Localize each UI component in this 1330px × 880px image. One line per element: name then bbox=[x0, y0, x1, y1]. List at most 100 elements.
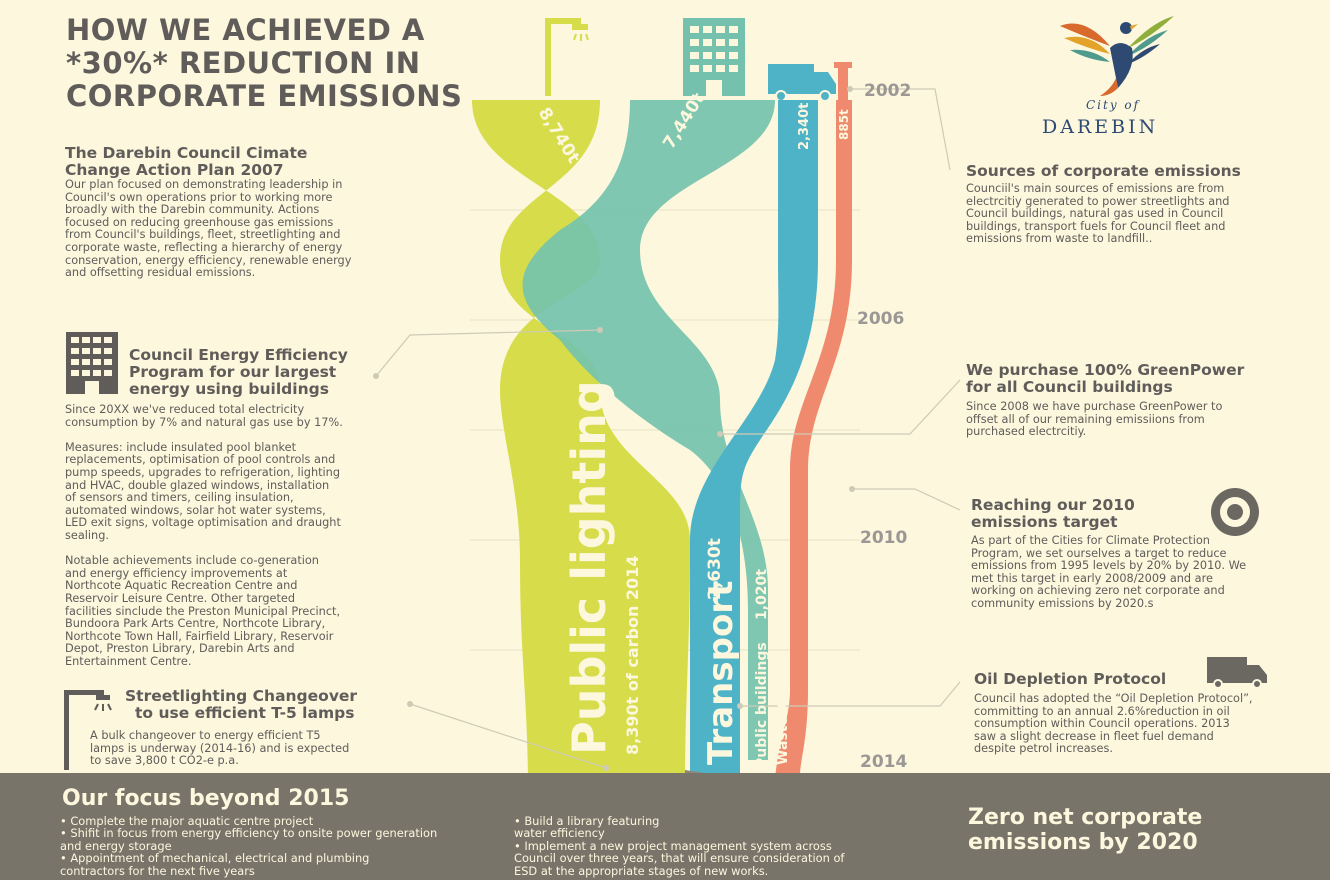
text-line: Our plan focused on demonstrating leader… bbox=[65, 178, 343, 191]
label-transport-start: 2,340t bbox=[797, 103, 812, 150]
footer-col-2: • Build a library featuring water efficie… bbox=[514, 815, 914, 877]
text-line: and offsetting residual emissions. bbox=[65, 266, 256, 280]
text-line: Counciil's main sources of emissions are… bbox=[966, 182, 1225, 195]
text-line: met this target in early 2008/2009 and a… bbox=[971, 571, 1213, 585]
text-line: contractors for the next five years bbox=[60, 863, 255, 878]
label-buildings-end: 1,020t bbox=[754, 569, 770, 620]
text-line: Program, we set ourselves a target to re… bbox=[971, 546, 1227, 560]
text-line: offset all of our remaining emissiions f… bbox=[966, 412, 1205, 426]
flow-waste bbox=[775, 100, 960, 806]
text-line: Reservoir Leisure Centre. Other targeted bbox=[65, 591, 296, 605]
text-line: electrcitiy generated to power streetlig… bbox=[966, 194, 1230, 208]
action-plan-heading-2: Change Action Plan 2007 bbox=[65, 161, 284, 179]
text-line: As part of the Cities for Climate Protec… bbox=[971, 534, 1210, 547]
top-bar bbox=[468, 96, 840, 102]
annotation-dots bbox=[373, 86, 855, 771]
year-2010: 2010 bbox=[860, 528, 907, 548]
truck-icon-right bbox=[1207, 655, 1271, 689]
text-line: A bulk changeover to energy efficient T5 bbox=[90, 729, 321, 742]
target-icon bbox=[1210, 487, 1260, 537]
text-line: from Council's buildings, fleet, streetl… bbox=[65, 228, 341, 242]
darebin-logo: City of DAREBIN bbox=[1040, 8, 1190, 138]
text-line: focused on reducing greenhouse gas emiss… bbox=[65, 215, 334, 229]
footer-bar bbox=[0, 773, 1330, 880]
energy-program-heading-2: Program for our largest bbox=[129, 363, 337, 381]
text-line: facilities sinclude the Preston Municipa… bbox=[65, 604, 341, 618]
section-energy-program-body: Since 20XX we've reduced total electrici… bbox=[65, 403, 395, 668]
text-line: sealing. bbox=[65, 528, 109, 542]
section-streetlighting-body: A bulk changeover to energy efficient T5… bbox=[90, 729, 390, 768]
flow-public-buildings bbox=[522, 100, 775, 760]
label-waste: Waste bbox=[775, 716, 791, 765]
year-2006: 2006 bbox=[857, 309, 904, 329]
footer-heading: Our focus beyond 2015 bbox=[62, 786, 350, 811]
year-2002: 2002 bbox=[864, 81, 911, 101]
annotation-connectors bbox=[375, 88, 961, 769]
text-line bbox=[65, 429, 395, 442]
logo-name: DAREBIN bbox=[1042, 116, 1159, 138]
text-line: saw a slight decrease in fleet fuel dema… bbox=[974, 729, 1214, 743]
text-line: and energy storage bbox=[60, 838, 172, 853]
streetlight-icon bbox=[545, 18, 589, 96]
greenpower-heading-1: We purchase 100% GreenPower bbox=[966, 361, 1245, 379]
energy-program-body: Since 20XX we've reduced total electrici… bbox=[65, 403, 395, 668]
label-transport: Transport bbox=[701, 581, 741, 765]
text-line: Since 2008 we have purchase GreenPower t… bbox=[966, 400, 1223, 413]
text-line: Northcote Aquatic Recreation Centre and bbox=[65, 579, 298, 593]
section-sources: Sources of corporate emissions Counciil'… bbox=[966, 163, 1296, 246]
title-line-3: CORPORATE EMISSIONS bbox=[66, 79, 463, 113]
text-line: emissions from 1995 levels by 20% by 201… bbox=[971, 559, 1247, 573]
label-waste-start: 885t bbox=[837, 109, 851, 140]
truck-icon bbox=[768, 64, 836, 102]
action-plan-heading-1: The Darebin Council Cimate bbox=[65, 144, 308, 162]
text-line: automated windows, solar hot water syste… bbox=[65, 503, 326, 517]
section-streetlighting-heading: Streetlighting Changeover to use efficie… bbox=[125, 688, 385, 722]
action-plan-body: Our plan focused on demonstrating leader… bbox=[65, 178, 405, 280]
text-line: committing to an annual 2.6%reduction in… bbox=[974, 704, 1230, 718]
oil-heading: Oil Depletion Protocol bbox=[974, 670, 1167, 688]
text-line: emissions from waste to landfill.. bbox=[966, 232, 1153, 246]
text-line: community emissions by 2020.s bbox=[971, 596, 1154, 610]
text-line: conservation, energy efficiency, renewab… bbox=[65, 253, 352, 267]
streetlighting-body: A bulk changeover to energy efficient T5… bbox=[90, 729, 390, 768]
streetlighting-heading-2: to use efficient T-5 lamps bbox=[135, 704, 355, 722]
energy-program-heading-3: energy using buildings bbox=[129, 380, 329, 398]
footer-col-1: • Complete the major aquatic centre proj… bbox=[60, 815, 500, 877]
text-line: • Appointment of mechanical, electrical … bbox=[60, 851, 370, 866]
text-line: • Complete the major aquatic centre proj… bbox=[60, 814, 314, 828]
text-line: buildings, transport fuels for Council f… bbox=[966, 219, 1226, 233]
text-line: and HVAC, double glazed windows, install… bbox=[65, 478, 330, 492]
label-transport-end: 2,630t bbox=[705, 538, 725, 600]
text-line: to save 3,800 t CO2-e p.a. bbox=[90, 754, 239, 768]
energy-program-heading-1: Council Energy Efficiency bbox=[129, 346, 348, 364]
sources-body: Counciil's main sources of emissions are… bbox=[966, 182, 1296, 246]
text-line: water efficiency bbox=[514, 826, 605, 841]
logo-city-of: City of bbox=[1086, 98, 1141, 112]
label-lighting-end: 8,390t of carbon 2014 bbox=[623, 556, 642, 755]
greenpower-heading-2: for all Council buildings bbox=[966, 378, 1173, 396]
text-line: working on achieving zero net corporate … bbox=[971, 584, 1225, 598]
label-public-lighting: Public lighting bbox=[562, 380, 616, 755]
text-line: Bundoora Park Arts Centre, Northcote Lib… bbox=[65, 617, 326, 631]
target-body: As part of the Cities for Climate Protec… bbox=[971, 534, 1301, 611]
text-line: corporate waste, reflecting a hierarchy … bbox=[65, 240, 343, 254]
text-line: • Shifit in focus from energy efficiency… bbox=[60, 826, 438, 841]
text-line: Council buildings, natural gas used in C… bbox=[966, 207, 1224, 221]
streetlighting-heading-1: Streetlighting Changeover bbox=[125, 687, 358, 705]
label-public-buildings: Public buildings bbox=[754, 642, 770, 768]
sources-heading: Sources of corporate emissions bbox=[966, 162, 1241, 180]
text-line: Northcote Town Hall, Fairfield Library, … bbox=[65, 629, 334, 643]
text-line: Council's own operations prior to workin… bbox=[65, 190, 333, 204]
section-greenpower: We purchase 100% GreenPower for all Coun… bbox=[966, 362, 1296, 439]
text-line: lamps is underway (2014-16) and is expec… bbox=[90, 741, 350, 755]
text-line: LED exit signs, voltage optimisation and… bbox=[65, 516, 341, 530]
text-line: Council has adopted the “Oil Depletion P… bbox=[974, 692, 1253, 705]
text-line: replacements, optimisation of pool contr… bbox=[65, 453, 336, 467]
target-heading-1: Reaching our 2010 bbox=[971, 496, 1135, 514]
section-action-plan: The Darebin Council Cimate Change Action… bbox=[65, 145, 405, 280]
title-line-2: *30%* REDUCTION IN bbox=[66, 46, 421, 80]
year-2014: 2014 bbox=[860, 752, 907, 772]
section-oil: Oil Depletion Protocol Council has adopt… bbox=[974, 671, 1304, 756]
zero-net-callout: Zero net corporate emissions by 2020 bbox=[968, 805, 1268, 855]
zero-net-line-2: emissions by 2020 bbox=[968, 830, 1198, 855]
